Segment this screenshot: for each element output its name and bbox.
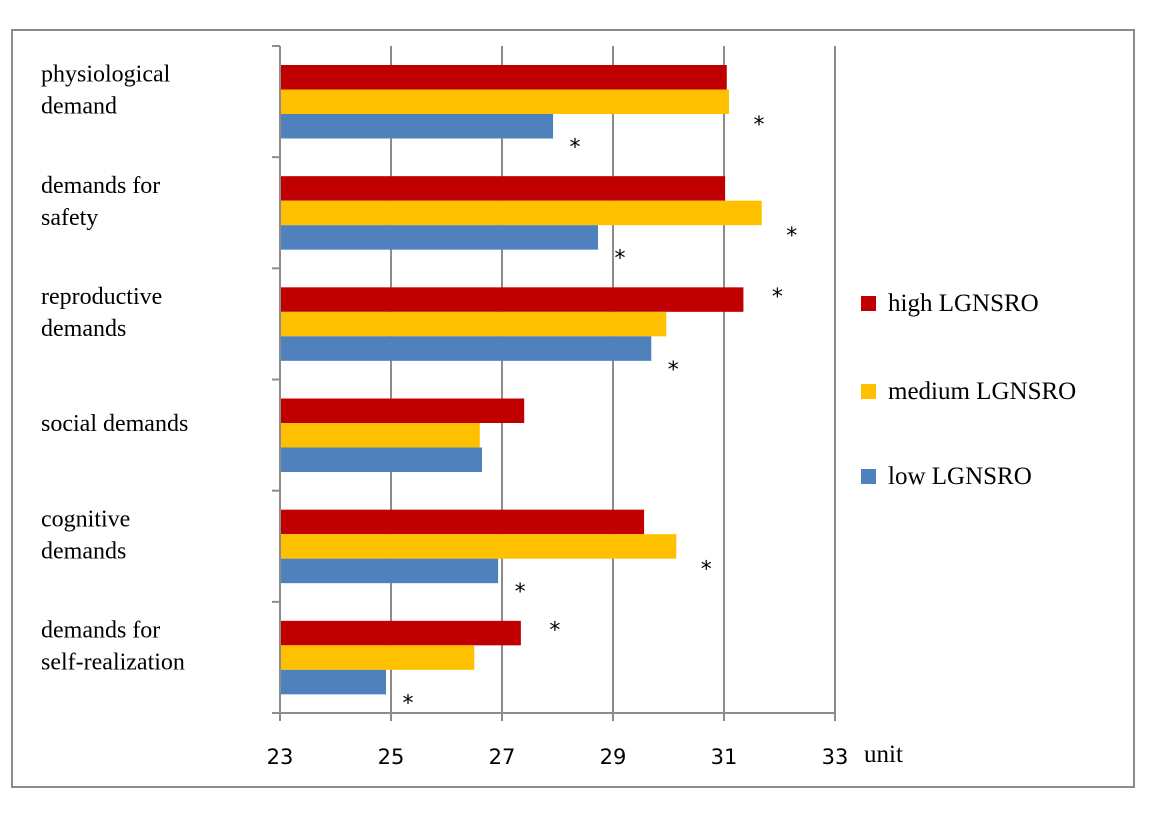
- bar-low: [280, 225, 599, 250]
- bar-medium: [280, 645, 475, 670]
- category-label: reproductive: [41, 284, 162, 310]
- bar-low: [280, 336, 652, 361]
- legend-swatch: [861, 296, 876, 311]
- x-tick-label: 27: [489, 745, 516, 769]
- category-label: demands: [41, 316, 126, 342]
- legend-label: high LGNSRO: [888, 290, 1039, 317]
- legend: high LGNSRO medium LGNSRO low LGNSRO: [861, 290, 1076, 490]
- bars: [280, 65, 762, 695]
- category-label: demands for: [41, 617, 160, 643]
- significance-marker: *: [615, 247, 626, 272]
- category-label: self-realization: [41, 649, 185, 675]
- gridlines: [390, 46, 836, 713]
- category-label: demands: [41, 538, 126, 564]
- significance-markers: * * * * * * * * * *: [403, 113, 798, 716]
- bar-low: [280, 669, 387, 695]
- bar-low: [280, 558, 499, 584]
- x-tick-label: 33: [822, 745, 849, 769]
- legend-swatch: [861, 469, 876, 484]
- bar-medium: [280, 311, 667, 337]
- significance-marker: *: [753, 113, 764, 138]
- x-axis-label: unit: [864, 741, 903, 768]
- bar-high: [280, 398, 525, 423]
- category-label: cognitive: [41, 506, 130, 532]
- axes: [272, 45, 836, 721]
- category-label: social demands: [41, 411, 188, 437]
- chart-frame: [11, 29, 1135, 788]
- significance-marker: *: [786, 224, 797, 249]
- bar-low: [280, 114, 554, 139]
- x-tick-label: 29: [600, 745, 627, 769]
- bar-high: [280, 287, 744, 312]
- significance-marker: *: [549, 618, 560, 643]
- significance-marker: *: [772, 285, 783, 310]
- category-label: physiological: [41, 62, 171, 88]
- category-labels: physiological demand demands for safety repr…: [41, 62, 188, 676]
- bar-medium: [280, 89, 729, 114]
- legend-swatch: [861, 384, 876, 399]
- bar-high: [280, 620, 521, 646]
- legend-label: medium LGNSRO: [888, 378, 1076, 405]
- x-tick-label: 23: [267, 745, 294, 769]
- category-label: demand: [41, 94, 117, 120]
- category-label: demands for: [41, 173, 160, 199]
- significance-marker: *: [570, 136, 581, 161]
- bar-high: [280, 65, 727, 90]
- legend-label: low LGNSRO: [888, 463, 1032, 490]
- significance-marker: *: [668, 358, 679, 383]
- category-label: safety: [41, 205, 98, 231]
- x-tick-label: 25: [378, 745, 405, 769]
- x-tick-labels: 23 25 27 29 31 33: [267, 745, 849, 769]
- x-tick-label: 31: [711, 745, 738, 769]
- significance-marker: *: [515, 580, 526, 605]
- significance-marker: *: [403, 691, 414, 716]
- bar-medium: [280, 534, 677, 559]
- bar-medium: [280, 423, 480, 448]
- bar-low: [280, 447, 483, 472]
- bar-high: [280, 509, 645, 535]
- bar-medium: [280, 200, 762, 226]
- significance-marker: *: [701, 558, 712, 583]
- bar-high: [280, 176, 726, 201]
